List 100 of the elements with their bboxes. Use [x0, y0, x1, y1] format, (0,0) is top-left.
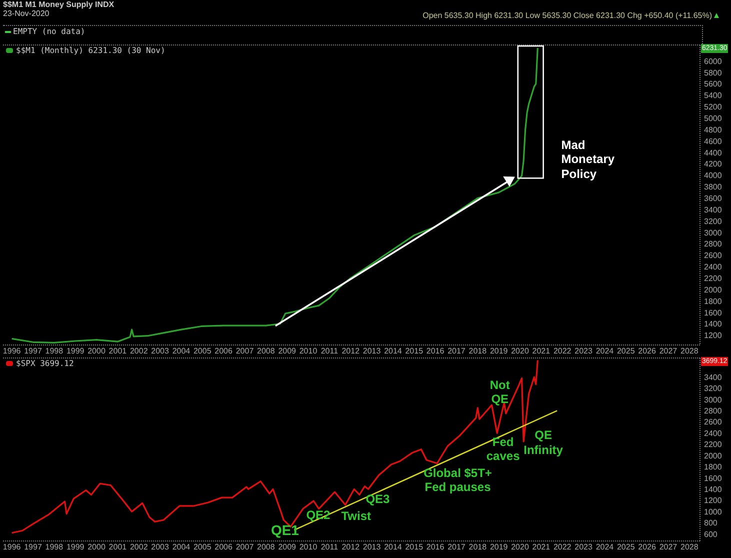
- legend-label: $SPX 3699.12: [16, 359, 74, 368]
- x-tick-label: 2023: [574, 346, 593, 356]
- x-tick-label: 2025: [616, 346, 636, 356]
- y-tick-label: 6000: [704, 56, 722, 66]
- y-tick-label: 4200: [704, 160, 722, 169]
- y-tick-label: 1400: [704, 320, 722, 329]
- x-tick-label: 2017: [448, 346, 466, 356]
- y-tick-label: 1200: [704, 496, 722, 506]
- x-tick-label: 2012: [342, 346, 360, 356]
- x-tick-label: 2020: [511, 542, 530, 552]
- y-tick-label: 3400: [704, 205, 722, 214]
- y-tick-label: 5200: [704, 102, 722, 112]
- y-tick-label: 4000: [704, 171, 722, 180]
- text: Open 5635.30 High 6231.30 Low 5635.30 Close 6231.30 Chg +650.40 (+11.65%): [422, 11, 712, 20]
- x-tick-label: 2025: [616, 542, 636, 552]
- y-tick-label: 3400: [704, 372, 722, 382]
- annotation: Not QE: [488, 378, 511, 407]
- legend-label: $$M1 (Monthly) 6231.30 (30 Nov): [16, 46, 166, 55]
- x-tick-label: 2000: [88, 346, 106, 356]
- x-tick-label: 2001: [108, 542, 128, 552]
- x-tick-label: 2011: [320, 542, 339, 552]
- x-tick-label: 2003: [151, 542, 170, 552]
- text: EMPTY (no data): [13, 27, 86, 36]
- x-tick-label: 2007: [236, 542, 254, 552]
- y-tick-label: 2000: [704, 285, 722, 294]
- y-tick-label: 4400: [704, 148, 722, 158]
- line-series: [11, 47, 538, 344]
- x-tick-label: 1998: [45, 542, 64, 552]
- x-tick-label: 2002: [130, 346, 148, 356]
- annotation: Global $5T+ Fed pauses: [422, 466, 493, 495]
- y-tick-label: 4800: [704, 125, 722, 134]
- y-tick-label: 4600: [704, 136, 722, 146]
- x-tick-label: 2022: [553, 542, 572, 552]
- x-tick-label: 2005: [193, 542, 212, 552]
- x-tick-label: 2009: [278, 542, 297, 552]
- y-tick-label: 5000: [704, 114, 722, 123]
- x-tick-label: 2002: [130, 542, 148, 552]
- x-tick-label: 2007: [236, 346, 254, 356]
- x-tick-label: 1999: [66, 542, 85, 552]
- x-tick-label: 2024: [596, 346, 614, 356]
- y-tick-label: 1800: [704, 462, 722, 472]
- y-tick-label: 3000: [704, 395, 722, 404]
- x-tick-label: 2027: [659, 542, 678, 552]
- x-tick-label: 2019: [490, 542, 508, 552]
- y-tick-label: 3200: [704, 216, 722, 226]
- y-tick-label: 3800: [704, 182, 722, 192]
- x-tick-label: 1997: [24, 346, 42, 356]
- y-tick-label: 5800: [704, 68, 722, 78]
- x-tick-label: 2015: [405, 346, 424, 356]
- y-tick-label: 2600: [704, 418, 722, 427]
- x-tick-label: 2021: [532, 346, 551, 356]
- annotation: QE1: [270, 522, 300, 540]
- x-tick-label: 2021: [532, 542, 551, 552]
- x-tick-label: 2026: [638, 346, 657, 356]
- x-tick-label: 1999: [66, 346, 85, 356]
- y-tick-label: 2400: [704, 262, 722, 272]
- x-tick-label: 1996: [2, 542, 22, 552]
- y-tick-label: 2000: [704, 451, 722, 460]
- x-tick-label: 2008: [257, 346, 276, 356]
- x-tick-label: 2019: [490, 346, 508, 356]
- x-tick-label: 2013: [362, 542, 382, 552]
- x-tick-label: 2013: [362, 346, 382, 356]
- annotation: QE3: [364, 492, 391, 506]
- x-tick-label: 2018: [468, 542, 488, 552]
- x-tick-label: 2028: [680, 346, 699, 356]
- text: 23-Nov-2020: [3, 9, 50, 18]
- y-tick-label: 1800: [704, 296, 722, 306]
- x-tick-label: 2022: [553, 346, 572, 356]
- y-tick-label: 1600: [704, 474, 722, 483]
- x-tick-label: 2018: [468, 346, 488, 356]
- y-tick-label: 2800: [704, 240, 722, 249]
- y-tick-label: 2200: [704, 274, 722, 283]
- x-tick-label: 2009: [278, 346, 297, 356]
- y-tick-label: 600: [704, 530, 718, 539]
- annotation: Mad Monetary Policy: [561, 138, 616, 182]
- x-tick-label: 2010: [299, 542, 318, 552]
- y-tick-label: 2200: [704, 440, 722, 450]
- x-tick-label: 2026: [638, 542, 657, 552]
- x-tick-label: 2014: [384, 346, 402, 356]
- annotation: Fed caves: [486, 434, 520, 464]
- y-tick-label: 3600: [704, 194, 722, 203]
- y-tick-label: 5600: [704, 80, 722, 89]
- y-tick-label: 1200: [704, 331, 722, 340]
- text: $$M1 M1 Money Supply INDX: [3, 0, 114, 9]
- y-tick-label: 2400: [704, 428, 722, 438]
- x-tick-label: 2005: [193, 346, 212, 356]
- x-tick-label: 2006: [214, 542, 234, 552]
- y-tick-label: 2800: [704, 406, 722, 416]
- x-tick-label: 2016: [426, 346, 445, 356]
- x-tick-label: 2027: [659, 346, 678, 356]
- x-tick-label: 1997: [24, 542, 42, 552]
- annotation: QE2: [305, 508, 332, 522]
- x-tick-label: 2006: [214, 346, 234, 356]
- x-tick-label: 2012: [342, 542, 360, 552]
- x-tick-label: 2020: [511, 346, 530, 356]
- x-tick-label: 2014: [384, 542, 402, 552]
- x-tick-label: 2024: [596, 542, 614, 552]
- y-tick-label: 1000: [704, 507, 722, 516]
- x-tick-label: 2011: [320, 346, 339, 356]
- x-tick-label: 1998: [45, 346, 64, 356]
